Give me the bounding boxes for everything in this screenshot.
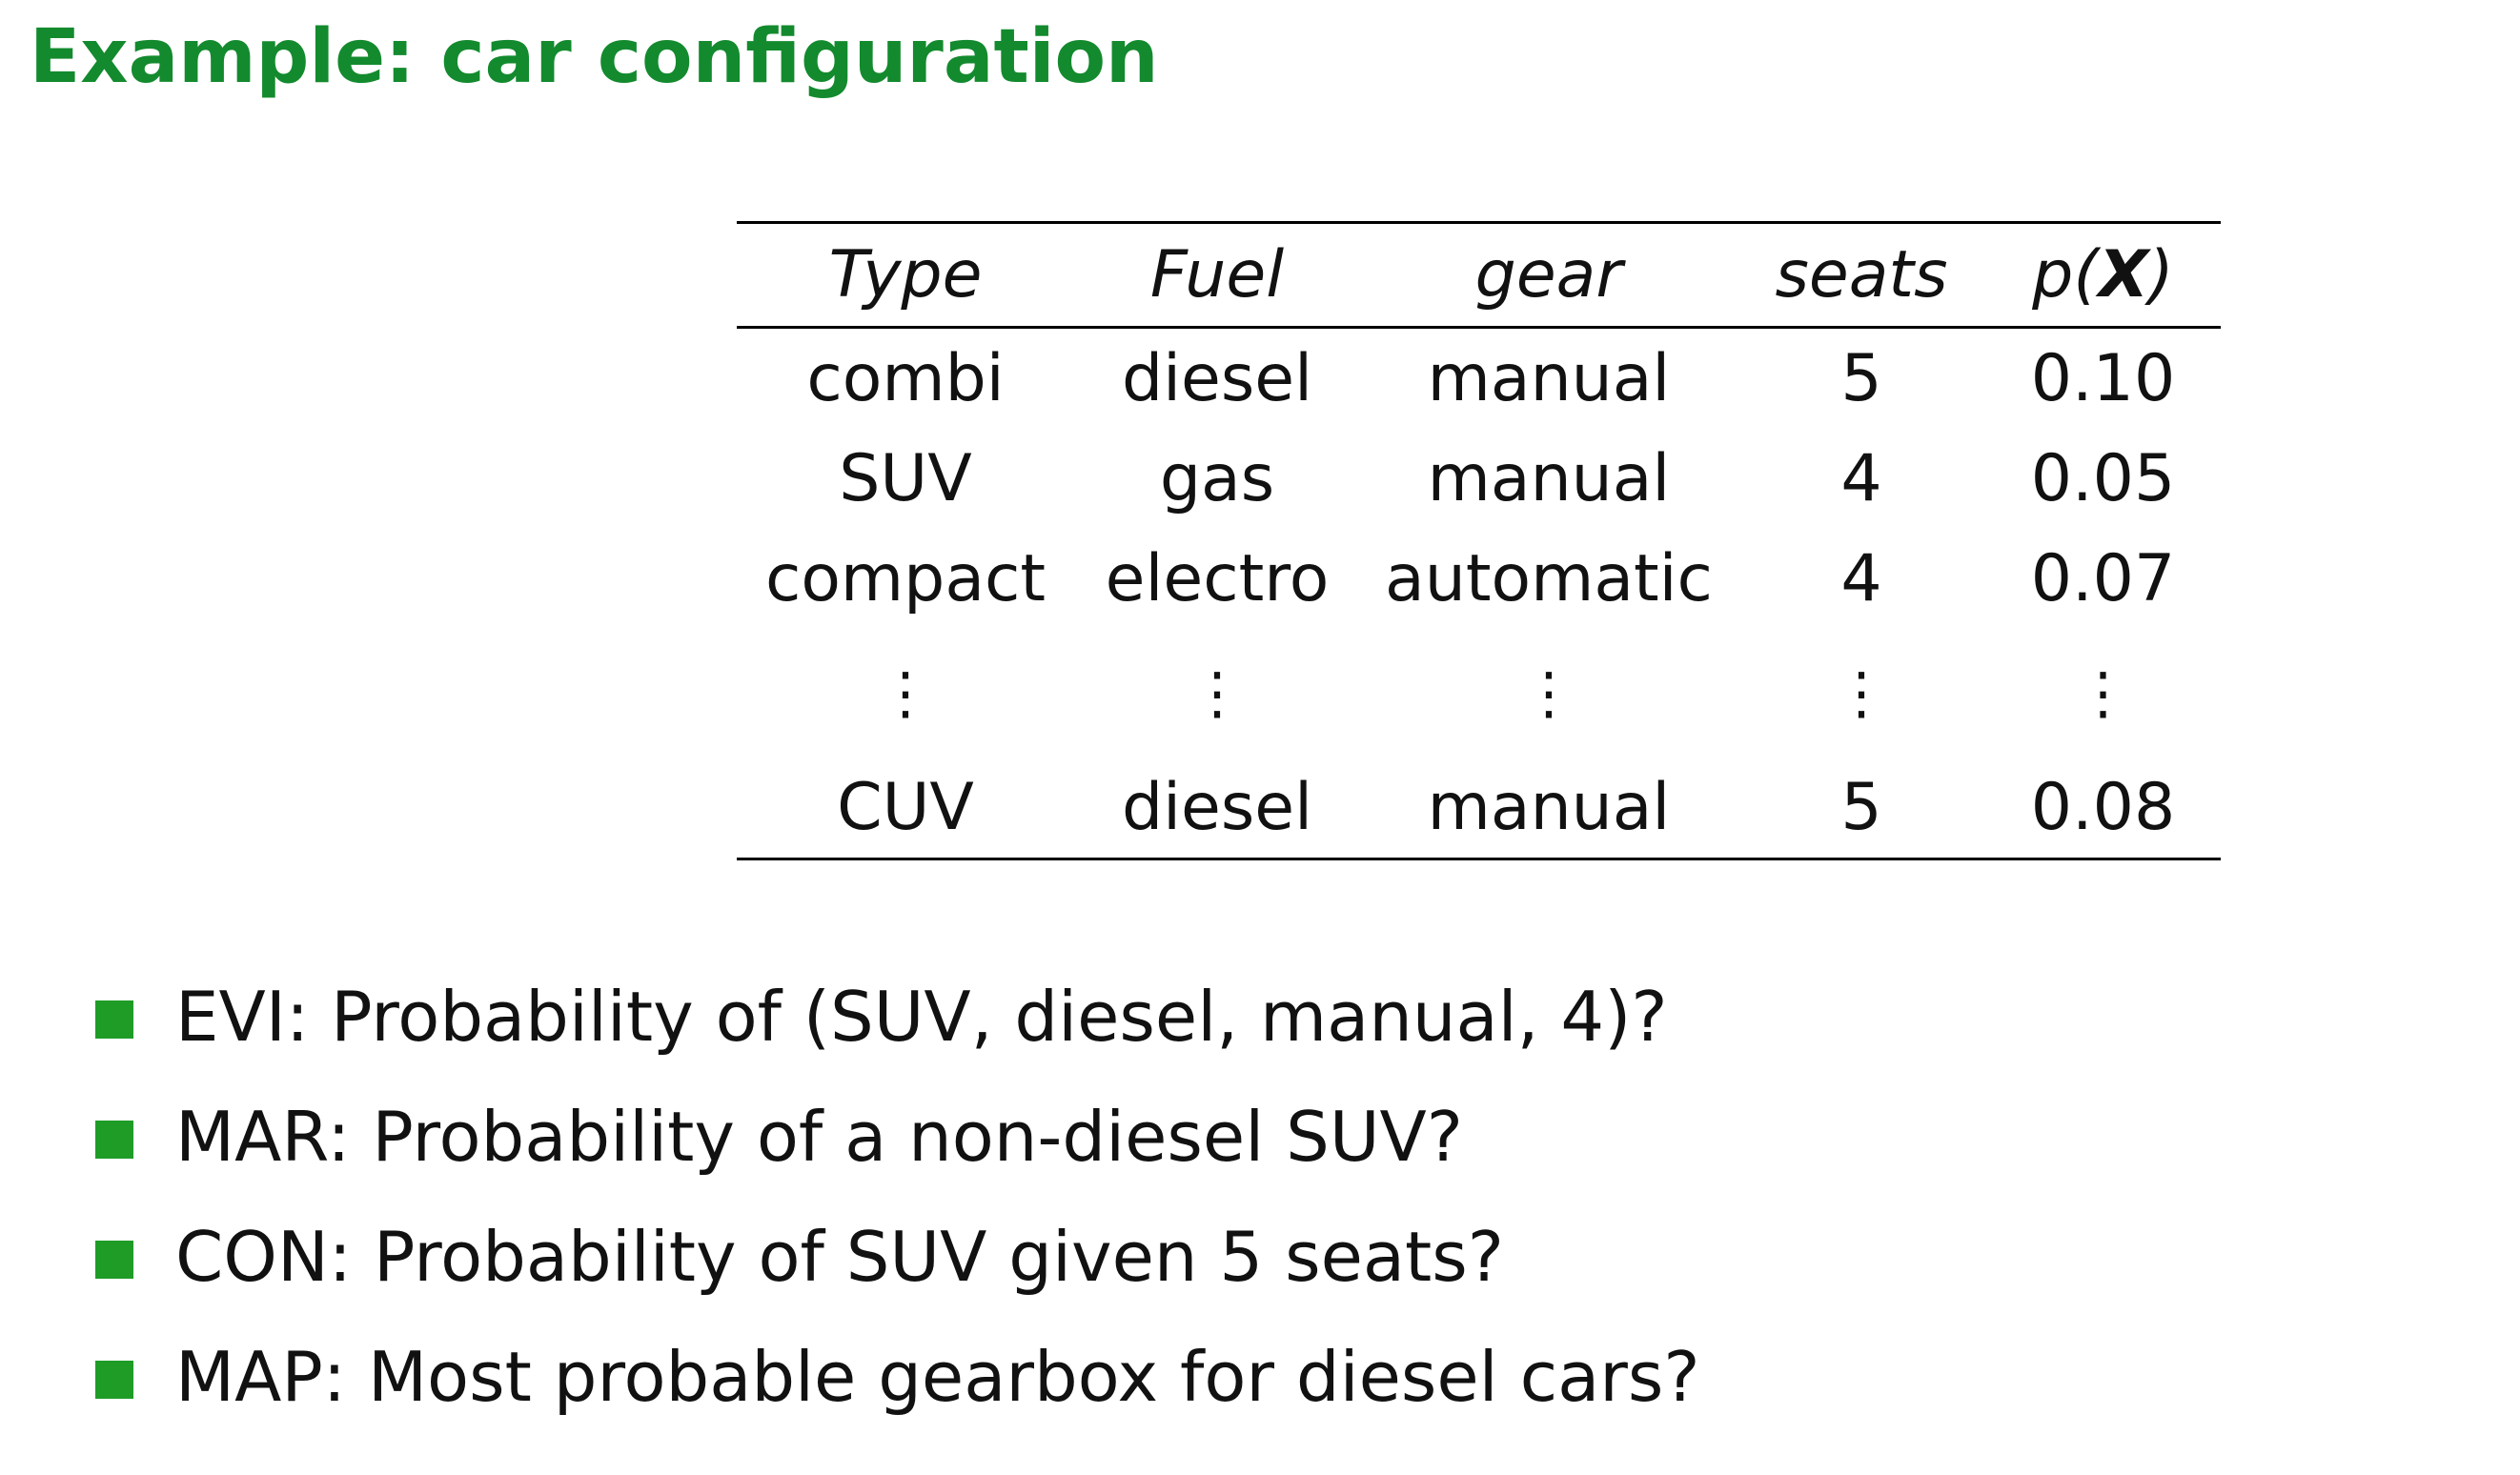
vertical-ellipsis: ⋮: [1360, 629, 1738, 758]
header-p-prefix: p(: [2032, 237, 2099, 313]
header-fuel: Fuel: [1074, 221, 1360, 329]
cell-gear: manual: [1427, 341, 1671, 416]
square-bullet-icon: [95, 1000, 133, 1039]
vertical-ellipsis: ⋮: [737, 629, 1074, 758]
list-item-text: MAP: Most probable gearbox for diesel ca…: [175, 1337, 1700, 1417]
cell-fuel: diesel: [1074, 758, 1360, 860]
square-bullet-icon: [95, 1241, 133, 1279]
list-item: CON: Probability of SUV given 5 seats?: [93, 1209, 1700, 1329]
ellipsis-glyph: ⋮: [1833, 659, 1890, 727]
vertical-ellipsis: ⋮: [1738, 629, 1985, 758]
query-list: EVI: Probability of (SUV, diesel, manual…: [93, 969, 1700, 1449]
ellipsis-glyph: ⋮: [1189, 659, 1246, 727]
cell-seats: 4: [1840, 541, 1882, 616]
table-header-row: Type Fuel gear seats p(X): [737, 221, 2221, 329]
square-bullet-icon: [95, 1121, 133, 1159]
cell-gear: manual: [1360, 758, 1738, 860]
cell-gear: manual: [1427, 441, 1671, 516]
list-item: EVI: Probability of (SUV, diesel, manual…: [93, 969, 1700, 1089]
ellipsis-glyph: ⋮: [877, 659, 934, 727]
cell-fuel: diesel: [1121, 341, 1313, 416]
cell-gear: automatic: [1385, 541, 1713, 616]
list-item: MAR: Probability of a non-diesel SUV?: [93, 1089, 1700, 1209]
header-type: Type: [737, 221, 1074, 329]
header-gear: gear: [1360, 221, 1738, 329]
cell-type: CUV: [737, 758, 1074, 860]
list-item-text: MAR: Probability of a non-diesel SUV?: [175, 1097, 1463, 1177]
cell-seats: 4: [1840, 441, 1882, 516]
header-probability: p(X): [1985, 221, 2221, 329]
ellipsis-glyph: ⋮: [2074, 659, 2132, 727]
list-item: MAP: Most probable gearbox for diesel ca…: [93, 1329, 1700, 1449]
cell-probability: 0.10: [2030, 341, 2176, 416]
cell-fuel: electro: [1105, 541, 1330, 616]
cell-fuel: gas: [1159, 441, 1275, 516]
header-p-variable: X: [2098, 237, 2149, 313]
table-row: compact electro automatic 4 0.07: [737, 529, 2221, 629]
cell-type: SUV: [839, 441, 972, 516]
cell-seats: 5: [1840, 341, 1882, 416]
header-seats: seats: [1738, 221, 1985, 329]
cell-seats: 5: [1738, 758, 1985, 860]
vertical-ellipsis: ⋮: [1074, 629, 1360, 758]
vertical-ellipsis: ⋮: [1985, 629, 2221, 758]
table-ellipsis-row: ⋮ ⋮ ⋮ ⋮ ⋮: [737, 629, 2221, 758]
table-row: SUV gas manual 4 0.05: [737, 429, 2221, 529]
table-row: CUV diesel manual 5 0.08: [737, 758, 2221, 860]
cell-type: combi: [806, 341, 1005, 416]
cell-probability: 0.07: [2030, 541, 2176, 616]
list-item-text: CON: Probability of SUV given 5 seats?: [175, 1217, 1504, 1297]
cell-type: compact: [764, 541, 1047, 616]
table-row: combi diesel manual 5 0.10: [737, 328, 2221, 430]
slide-title: Example: car configuration: [30, 14, 1159, 100]
header-p-suffix: ): [2148, 237, 2174, 313]
ellipsis-glyph: ⋮: [1520, 659, 1577, 727]
cell-probability: 0.08: [1985, 758, 2221, 860]
list-item-text: EVI: Probability of (SUV, diesel, manual…: [175, 977, 1668, 1057]
cell-probability: 0.05: [2030, 441, 2176, 516]
probability-table: Type Fuel gear seats p(X) combi diesel m…: [737, 221, 2221, 860]
square-bullet-icon: [95, 1361, 133, 1399]
